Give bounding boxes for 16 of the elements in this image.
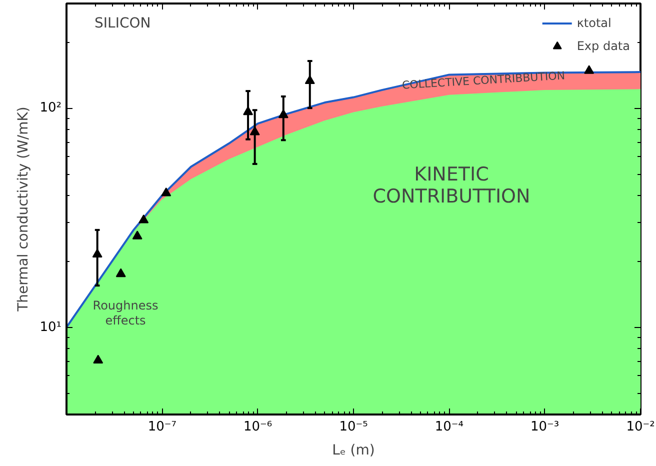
x-tick-label: 10⁻⁴ xyxy=(434,420,464,434)
annotation: Roughness effects xyxy=(92,298,158,328)
annotation: COLLECTIVE CONTRIBBUTION xyxy=(402,69,566,92)
x-axis-title: Lₑ (m) xyxy=(332,442,375,458)
y-axis-title: Thermal conductivity (W/mK) xyxy=(16,106,32,312)
y-tick-label: 10¹ xyxy=(40,320,62,335)
x-tick-label: 10⁻⁶ xyxy=(244,420,272,434)
x-tick-label: 10⁻⁵ xyxy=(339,420,368,434)
annotation: SILICON xyxy=(94,16,151,32)
annotation: KINETIC CONTRIBUTTION xyxy=(372,164,530,208)
x-tick-label: 10⁻² xyxy=(626,420,655,434)
y-tick-label: 10² xyxy=(40,100,62,116)
legend-label: Exp data xyxy=(576,39,630,53)
legend-label: κtotal xyxy=(576,16,612,30)
x-tick-label: 10⁻³ xyxy=(530,420,560,434)
x-tick-label: 10⁻⁷ xyxy=(148,420,176,434)
